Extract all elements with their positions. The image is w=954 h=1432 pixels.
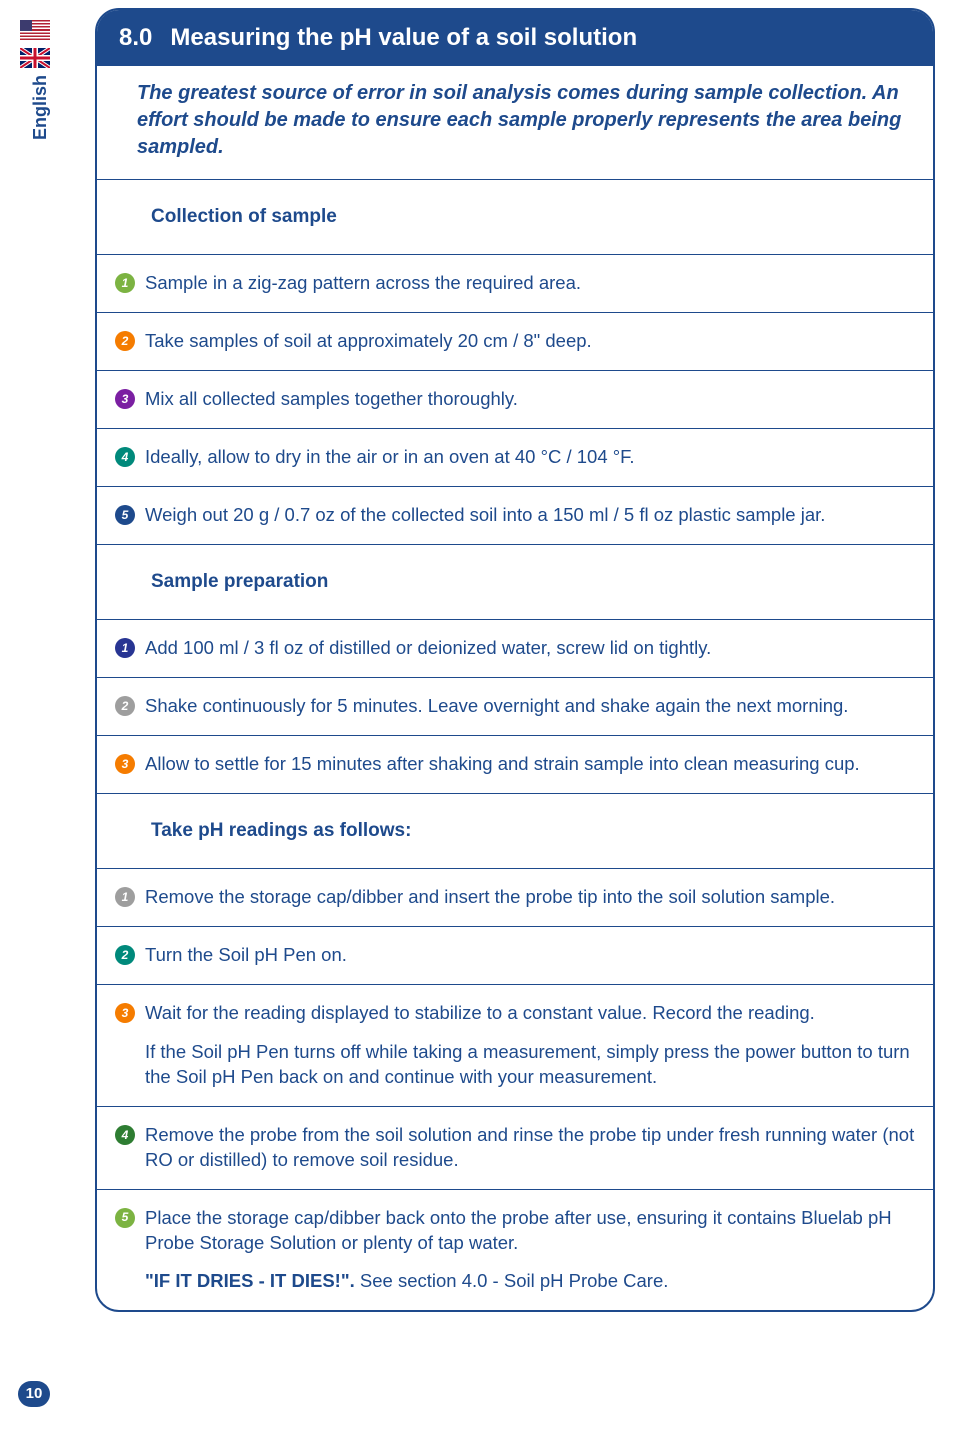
main-panel: 8.0 Measuring the pH value of a soil solu… bbox=[95, 8, 935, 1312]
instruction-step: 1 Remove the storage cap/dibber and inser… bbox=[97, 869, 933, 927]
page-number: 10 bbox=[18, 1381, 50, 1407]
instruction-step: 5 Weigh out 20 g / 0.7 oz of the collecte… bbox=[97, 487, 933, 545]
step-text: Ideally, allow to dry in the air or in a… bbox=[145, 445, 915, 470]
step-text: Turn the Soil pH Pen on. bbox=[145, 943, 915, 968]
step-text: Shake continuously for 5 minutes. Leave … bbox=[145, 694, 915, 719]
intro-text: The greatest source of error in soil ana… bbox=[97, 66, 933, 180]
step-text: Add 100 ml / 3 fl oz of distilled or dei… bbox=[145, 636, 915, 661]
step-number-icon: 4 bbox=[115, 1125, 135, 1145]
step-text: Mix all collected samples together thoro… bbox=[145, 387, 915, 412]
language-label: English bbox=[30, 75, 51, 140]
sidebar: English 10 bbox=[0, 0, 75, 1432]
instruction-step: 2 Turn the Soil pH Pen on. bbox=[97, 927, 933, 985]
instruction-step: 3 Allow to settle for 15 minutes after sh… bbox=[97, 736, 933, 794]
flag-uk-icon bbox=[20, 48, 50, 68]
language-flags bbox=[20, 20, 50, 68]
step-number-icon: 4 bbox=[115, 447, 135, 467]
step-number-icon: 3 bbox=[115, 389, 135, 409]
step-number-icon: 2 bbox=[115, 696, 135, 716]
section-header: 8.0 Measuring the pH value of a soil solu… bbox=[97, 10, 933, 66]
section-number: 8.0 bbox=[119, 24, 152, 51]
step-number-icon: 1 bbox=[115, 638, 135, 658]
step-text: Place the storage cap/dibber back onto t… bbox=[145, 1206, 915, 1295]
step-text: Allow to settle for 15 minutes after sha… bbox=[145, 752, 915, 777]
step-text: Remove the storage cap/dibber and insert… bbox=[145, 885, 915, 910]
step-number-icon: 5 bbox=[115, 1208, 135, 1228]
step-number-icon: 5 bbox=[115, 505, 135, 525]
instruction-step: 1 Sample in a zig-zag pattern across the … bbox=[97, 255, 933, 313]
instruction-step: 3 Wait for the reading displayed to stabi… bbox=[97, 985, 933, 1107]
step-extra-text: If the Soil pH Pen turns off while takin… bbox=[145, 1040, 915, 1090]
section-title: Measuring the pH value of a soil solutio… bbox=[170, 24, 637, 51]
instruction-step: 4 Remove the probe from the soil solution… bbox=[97, 1107, 933, 1190]
subsection-heading: Collection of sample bbox=[97, 180, 933, 255]
step-text: Remove the probe from the soil solution … bbox=[145, 1123, 915, 1173]
step-number-icon: 2 bbox=[115, 945, 135, 965]
step-number-icon: 2 bbox=[115, 331, 135, 351]
step-text: Wait for the reading displayed to stabil… bbox=[145, 1001, 915, 1090]
step-text: Take samples of soil at approximately 20… bbox=[145, 329, 915, 354]
subsection-heading: Sample preparation bbox=[97, 545, 933, 620]
step-number-icon: 1 bbox=[115, 273, 135, 293]
instruction-step: 4 Ideally, allow to dry in the air or in … bbox=[97, 429, 933, 487]
step-text: Sample in a zig-zag pattern across the r… bbox=[145, 271, 915, 296]
step-warning-line: "IF IT DRIES - IT DIES!". See section 4.… bbox=[145, 1269, 915, 1294]
step-text: Weigh out 20 g / 0.7 oz of the collected… bbox=[145, 503, 915, 528]
instruction-step: 3 Mix all collected samples together thor… bbox=[97, 371, 933, 429]
step-number-icon: 3 bbox=[115, 1003, 135, 1023]
step-number-icon: 1 bbox=[115, 887, 135, 907]
instruction-step: 2 Take samples of soil at approximately 2… bbox=[97, 313, 933, 371]
instruction-step: 2 Shake continuously for 5 minutes. Leave… bbox=[97, 678, 933, 736]
step-number-icon: 3 bbox=[115, 754, 135, 774]
flag-us-icon bbox=[20, 20, 50, 40]
subsection-heading: Take pH readings as follows: bbox=[97, 794, 933, 869]
instruction-step: 1 Add 100 ml / 3 fl oz of distilled or de… bbox=[97, 620, 933, 678]
instruction-step: 5 Place the storage cap/dibber back onto … bbox=[97, 1190, 933, 1311]
step-warning: "IF IT DRIES - IT DIES!". bbox=[145, 1270, 355, 1291]
